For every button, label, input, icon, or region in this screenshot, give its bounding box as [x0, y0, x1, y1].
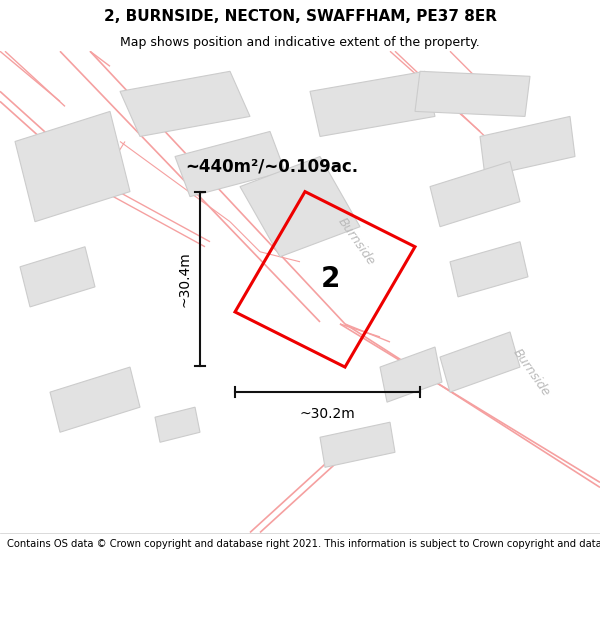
Text: ~30.2m: ~30.2m [299, 407, 355, 421]
Polygon shape [15, 111, 130, 222]
Text: ~30.4m: ~30.4m [178, 251, 192, 307]
Polygon shape [175, 131, 285, 197]
Polygon shape [430, 161, 520, 227]
Polygon shape [120, 71, 250, 136]
Text: 2: 2 [320, 266, 340, 293]
Text: 2, BURNSIDE, NECTON, SWAFFHAM, PE37 8ER: 2, BURNSIDE, NECTON, SWAFFHAM, PE37 8ER [104, 9, 497, 24]
Polygon shape [320, 422, 395, 468]
Text: Burnside: Burnside [510, 346, 552, 398]
Polygon shape [20, 247, 95, 307]
Polygon shape [415, 71, 530, 116]
Polygon shape [450, 242, 528, 297]
Polygon shape [240, 156, 360, 257]
Text: ~440m²/~0.109ac.: ~440m²/~0.109ac. [185, 158, 358, 176]
Polygon shape [50, 367, 140, 432]
Polygon shape [155, 407, 200, 442]
Polygon shape [440, 332, 520, 392]
Text: Burnside: Burnside [335, 216, 377, 268]
Text: Map shows position and indicative extent of the property.: Map shows position and indicative extent… [120, 36, 480, 49]
Polygon shape [480, 116, 575, 177]
Polygon shape [380, 347, 442, 402]
Text: Contains OS data © Crown copyright and database right 2021. This information is : Contains OS data © Crown copyright and d… [7, 539, 600, 549]
Polygon shape [310, 71, 435, 136]
